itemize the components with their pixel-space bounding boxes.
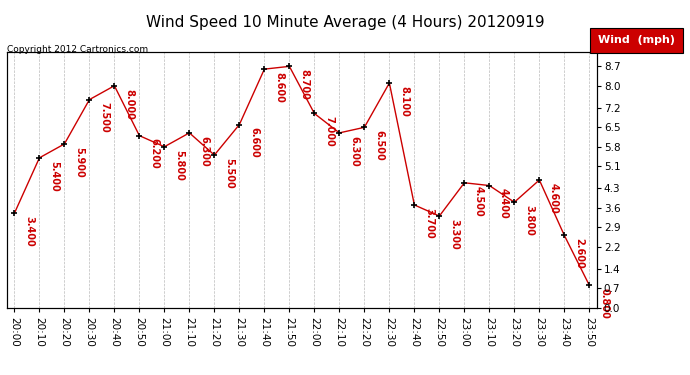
Text: 3.300: 3.300 xyxy=(449,219,459,249)
Text: 8.100: 8.100 xyxy=(399,86,409,117)
Text: 3.800: 3.800 xyxy=(524,205,534,236)
Text: 4.500: 4.500 xyxy=(474,186,484,216)
Text: 6.500: 6.500 xyxy=(374,130,384,161)
Text: 5.500: 5.500 xyxy=(224,158,234,189)
Text: 6.200: 6.200 xyxy=(149,138,159,169)
Text: 4.400: 4.400 xyxy=(499,188,509,219)
Text: 7.500: 7.500 xyxy=(99,102,109,133)
Text: 8.700: 8.700 xyxy=(299,69,309,100)
Text: 3.400: 3.400 xyxy=(24,216,34,247)
Text: 4.600: 4.600 xyxy=(549,183,559,213)
Text: Wind Speed 10 Minute Average (4 Hours) 20120919: Wind Speed 10 Minute Average (4 Hours) 2… xyxy=(146,15,544,30)
Text: Wind  (mph): Wind (mph) xyxy=(598,35,675,45)
Text: 0.800: 0.800 xyxy=(599,288,609,319)
Text: 5.400: 5.400 xyxy=(49,160,59,191)
Text: 6.300: 6.300 xyxy=(199,136,209,166)
Text: 8.600: 8.600 xyxy=(274,72,284,103)
Text: 7.000: 7.000 xyxy=(324,116,334,147)
Text: 6.600: 6.600 xyxy=(249,128,259,158)
Text: 6.300: 6.300 xyxy=(349,136,359,166)
Text: 5.800: 5.800 xyxy=(174,150,184,180)
Text: 3.700: 3.700 xyxy=(424,208,434,238)
Text: 8.000: 8.000 xyxy=(124,88,134,119)
Text: Copyright 2012 Cartronics.com: Copyright 2012 Cartronics.com xyxy=(7,45,148,54)
Text: 5.900: 5.900 xyxy=(74,147,84,177)
Text: 2.600: 2.600 xyxy=(574,238,584,269)
